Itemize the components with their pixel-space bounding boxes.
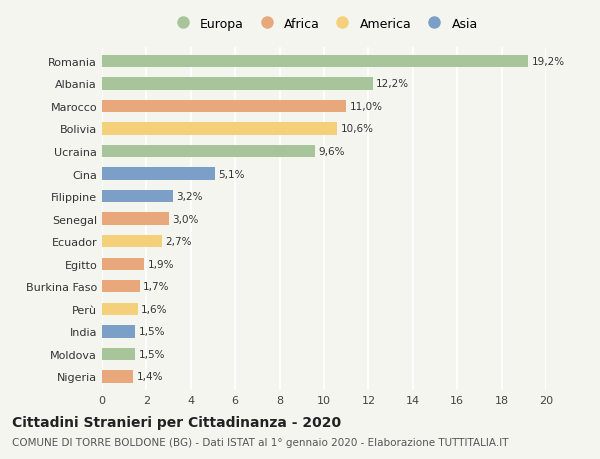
Bar [102,235,162,248]
Text: COMUNE DI TORRE BOLDONE (BG) - Dati ISTAT al 1° gennaio 2020 - Elaborazione TUTT: COMUNE DI TORRE BOLDONE (BG) - Dati ISTA… [12,437,509,447]
Text: 1,7%: 1,7% [143,282,170,291]
Bar [102,56,528,68]
Bar [102,348,136,360]
Bar [102,146,315,158]
Text: 1,5%: 1,5% [139,349,165,359]
Text: 11,0%: 11,0% [350,102,383,112]
Text: 3,0%: 3,0% [172,214,199,224]
Bar [102,258,144,270]
Text: 1,9%: 1,9% [148,259,174,269]
Bar [102,213,169,225]
Text: Cittadini Stranieri per Cittadinanza - 2020: Cittadini Stranieri per Cittadinanza - 2… [12,415,341,429]
Legend: Europa, Africa, America, Asia: Europa, Africa, America, Asia [167,15,481,33]
Bar [102,123,337,135]
Text: 1,4%: 1,4% [136,372,163,381]
Bar [102,168,215,180]
Bar [102,325,136,338]
Bar [102,303,137,315]
Text: 12,2%: 12,2% [376,79,409,89]
Bar [102,370,133,383]
Text: 5,1%: 5,1% [218,169,245,179]
Text: 1,6%: 1,6% [141,304,167,314]
Text: 2,7%: 2,7% [165,237,192,246]
Text: 9,6%: 9,6% [319,147,345,157]
Text: 3,2%: 3,2% [176,192,203,202]
Text: 19,2%: 19,2% [532,57,565,67]
Bar [102,101,346,113]
Bar [102,78,373,90]
Text: 10,6%: 10,6% [341,124,374,134]
Bar [102,280,140,293]
Text: 1,5%: 1,5% [139,327,165,336]
Bar [102,190,173,203]
